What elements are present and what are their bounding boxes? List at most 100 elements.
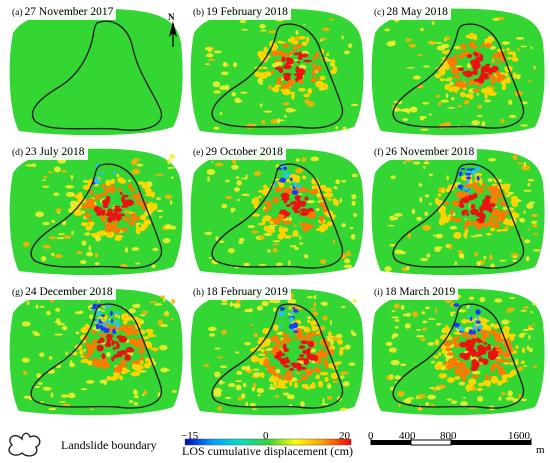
speckle bbox=[131, 247, 140, 251]
deformation-blob bbox=[270, 50, 279, 56]
deformation-blob bbox=[269, 376, 274, 382]
speckle bbox=[131, 168, 141, 175]
speckle bbox=[313, 295, 317, 300]
speckle bbox=[48, 236, 57, 240]
speckle bbox=[253, 170, 262, 176]
deformation-blob bbox=[470, 60, 479, 67]
deformation-blob bbox=[306, 372, 312, 377]
deformation-blob bbox=[433, 355, 439, 359]
speckle bbox=[205, 53, 214, 58]
speckle bbox=[315, 207, 320, 212]
speckle bbox=[208, 46, 212, 53]
deformation-blob bbox=[282, 343, 287, 351]
colorbar-min-label: −15 bbox=[181, 430, 199, 442]
speckle bbox=[519, 217, 524, 221]
deformation-blob bbox=[75, 209, 82, 216]
speckle bbox=[268, 224, 278, 227]
deformation-blob bbox=[491, 222, 501, 228]
speckle bbox=[402, 118, 409, 122]
speckle bbox=[406, 266, 410, 271]
deformation-blob bbox=[125, 346, 134, 352]
deformation-blob bbox=[452, 338, 457, 345]
speckle bbox=[425, 306, 430, 310]
speckle bbox=[476, 261, 482, 266]
deformation-blob bbox=[107, 208, 113, 215]
deformation-blob bbox=[470, 338, 476, 345]
deformation-blob bbox=[319, 201, 325, 207]
deformation-blob bbox=[486, 186, 496, 191]
uplift-blob bbox=[101, 314, 106, 317]
speckle bbox=[251, 408, 258, 410]
deformation-blob bbox=[314, 366, 319, 373]
deformation-blob bbox=[472, 181, 478, 189]
speckle bbox=[161, 313, 170, 316]
deformation-blob bbox=[482, 318, 488, 324]
deformation-blob bbox=[459, 370, 465, 378]
deformation-blob bbox=[470, 208, 479, 216]
deformation-blob bbox=[303, 326, 311, 333]
panel-date: 18 February 2019 bbox=[206, 286, 288, 298]
speckle bbox=[417, 394, 426, 399]
deformation-blob bbox=[258, 53, 265, 60]
uplift-blob bbox=[453, 322, 460, 328]
deformation-blob bbox=[447, 214, 451, 222]
deformation-blob bbox=[503, 325, 511, 332]
speckle bbox=[271, 62, 278, 68]
panel-label: (c) 28 May 2018 bbox=[371, 5, 451, 20]
speckle bbox=[422, 320, 428, 324]
uplift-blob bbox=[109, 310, 113, 316]
speckle bbox=[520, 237, 525, 240]
speckle bbox=[350, 103, 359, 107]
panel-letter: (c) bbox=[374, 8, 385, 18]
deformation-blob bbox=[298, 345, 306, 350]
speckle bbox=[267, 347, 273, 350]
deformation-blob bbox=[510, 362, 514, 366]
speckle bbox=[476, 92, 479, 96]
deformation-blob bbox=[521, 347, 526, 354]
deformation-blob bbox=[292, 200, 297, 206]
deformation-blob bbox=[494, 344, 501, 349]
deformation-blob bbox=[106, 336, 113, 341]
deformation-blob bbox=[131, 215, 136, 221]
speckle bbox=[241, 193, 250, 197]
panel-date: 24 December 2018 bbox=[25, 286, 113, 298]
deformation-blob bbox=[84, 212, 91, 218]
deformation-blob bbox=[477, 382, 485, 387]
speckle bbox=[298, 242, 304, 245]
speckle bbox=[222, 61, 228, 67]
speckle bbox=[332, 380, 338, 384]
speckle bbox=[204, 47, 210, 51]
landslide-boundary bbox=[211, 303, 344, 409]
speckle bbox=[131, 159, 138, 166]
speckle bbox=[391, 310, 396, 312]
speckle bbox=[425, 402, 430, 406]
uplift-blob bbox=[292, 322, 299, 329]
speckle bbox=[62, 325, 68, 331]
deformation-blob bbox=[515, 358, 519, 366]
deformation-blob bbox=[314, 51, 320, 59]
deformation-blob bbox=[456, 194, 463, 199]
deformation-blob bbox=[270, 70, 274, 74]
speckle bbox=[271, 243, 279, 246]
speckle bbox=[333, 239, 336, 245]
deformation-blob bbox=[459, 341, 468, 348]
deformation-blob bbox=[320, 223, 329, 231]
uplift-blob bbox=[290, 316, 293, 321]
speckle bbox=[500, 391, 506, 396]
deformation-blob bbox=[490, 365, 495, 374]
panel-label: (e) 29 October 2018 bbox=[190, 145, 286, 160]
panel-label: (i) 18 March 2019 bbox=[371, 285, 459, 300]
deformation-blob bbox=[514, 214, 520, 218]
speckle bbox=[392, 333, 399, 338]
speckle bbox=[285, 107, 295, 113]
deformation-blob bbox=[490, 227, 496, 232]
uplift-blob bbox=[474, 325, 477, 330]
speckle bbox=[515, 36, 525, 40]
speckle bbox=[422, 327, 427, 331]
deformation-map bbox=[371, 148, 545, 276]
speckle bbox=[116, 173, 120, 178]
deformation-blob bbox=[131, 188, 136, 193]
speckle bbox=[94, 262, 100, 266]
speckle bbox=[519, 366, 524, 369]
speckle bbox=[106, 351, 111, 357]
